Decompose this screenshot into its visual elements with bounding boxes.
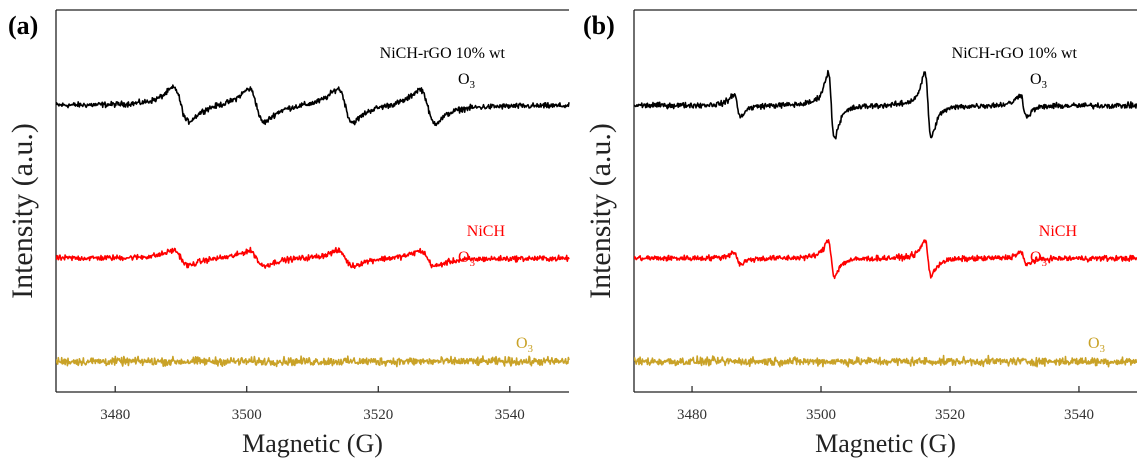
- y-axis-label: Intensity (a.u.): [584, 123, 617, 299]
- series-label: NiCH-rGO 10% wt: [380, 45, 506, 62]
- x-tick-label: 3540: [1064, 407, 1094, 423]
- x-tick-label: 3540: [495, 407, 525, 423]
- series-label-formula: O3: [516, 335, 534, 355]
- x-tick-label: 3520: [935, 407, 965, 423]
- series-line: [56, 246, 570, 270]
- series-label-formula: O3: [1030, 71, 1048, 91]
- series-line: [634, 354, 1137, 368]
- x-axis-label: Magnetic (G): [815, 429, 956, 458]
- x-axis-label: Magnetic (G): [242, 429, 383, 458]
- series-label: NiCH: [467, 223, 506, 240]
- series-label: NiCH-rGO 10% wt: [952, 45, 1078, 62]
- series-line: [56, 84, 570, 127]
- chart-panel-a: 3480 3500 3520 3540 (a) Intensity (a.u.) Magne…: [6, 9, 570, 458]
- series-group: [56, 84, 570, 368]
- x-tick-label: 3480: [100, 407, 130, 423]
- y-axis-label: Intensity (a.u.): [6, 123, 39, 299]
- series-label-formula: O3: [458, 249, 476, 269]
- series-label-formula: O3: [1030, 249, 1048, 269]
- series-line: [56, 355, 570, 368]
- chart-panel-b: 3480 3500 3520 3540 (b) Intensity (a.u.) Magne…: [583, 9, 1137, 458]
- series-line: [634, 69, 1137, 140]
- panel-letter: (b): [583, 11, 615, 40]
- series-label-formula: O3: [1088, 335, 1106, 355]
- x-tick-label: 3480: [677, 407, 707, 423]
- x-tick-label: 3500: [806, 407, 836, 423]
- series-group: [634, 69, 1137, 368]
- series-label: NiCH: [1039, 223, 1078, 240]
- series-line: [634, 239, 1137, 280]
- x-tick-label: 3520: [363, 407, 393, 423]
- panel-letter: (a): [8, 11, 38, 40]
- series-label-formula: O3: [458, 71, 476, 91]
- x-tick-label: 3500: [232, 407, 262, 423]
